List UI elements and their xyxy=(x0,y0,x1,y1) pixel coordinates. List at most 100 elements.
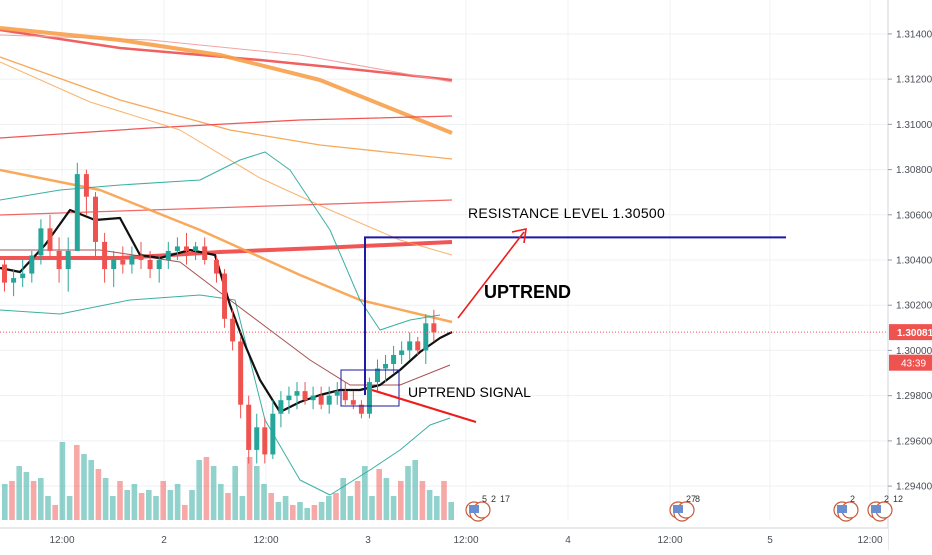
candle-body xyxy=(29,255,35,274)
price-tick-label: 1.30600 xyxy=(896,210,932,221)
candle xyxy=(93,192,98,260)
event-badge: 5 2 17 xyxy=(465,494,510,522)
countdown-badge xyxy=(889,354,932,371)
candle xyxy=(29,250,35,283)
volume-bar xyxy=(282,496,289,520)
volume-bar xyxy=(174,484,181,520)
candle xyxy=(270,400,276,459)
price-axis[interactable]: 1.31400 1.31200 1.31000 1.30800 1.30600 1.304… xyxy=(887,0,932,550)
volume-bar xyxy=(160,481,166,520)
ma-orange-thin xyxy=(0,56,453,160)
volume-bar xyxy=(225,493,231,520)
candle-body xyxy=(74,174,80,251)
volume-bar xyxy=(95,469,102,520)
volume-bar xyxy=(254,466,260,520)
candle xyxy=(375,359,380,392)
flag-icon-field xyxy=(871,505,881,513)
candle-body xyxy=(193,246,199,251)
volume-bar xyxy=(74,445,80,520)
volume-bar xyxy=(196,460,202,520)
volume-bar xyxy=(318,502,325,520)
ma-orange-fade xyxy=(0,61,453,256)
event-badges[interactable]: 5 2 17 278 2 2 12 xyxy=(465,494,903,522)
candle-body xyxy=(246,404,252,450)
candle-body xyxy=(38,228,44,256)
candle-body xyxy=(286,395,292,401)
candle xyxy=(102,232,108,283)
volume-bar xyxy=(426,490,433,520)
volume-bar xyxy=(239,496,246,520)
volume-bar xyxy=(2,484,8,520)
volume-bar xyxy=(218,484,224,520)
time-tick-label: 12:00 xyxy=(657,535,682,546)
candle xyxy=(431,309,437,342)
volume-bar xyxy=(311,505,318,520)
candle-body xyxy=(11,278,17,283)
event-badge: 2 12 xyxy=(867,494,903,522)
candle xyxy=(262,418,268,464)
volume-bar xyxy=(182,505,188,520)
candle-body xyxy=(138,255,144,260)
event-badge-count: 12 xyxy=(893,494,903,504)
price-tick-label: 1.29600 xyxy=(896,436,932,447)
volume-bar xyxy=(38,478,44,520)
volume-bar xyxy=(275,502,282,520)
candle xyxy=(254,413,260,464)
signal-arrow-line xyxy=(371,388,477,424)
candle xyxy=(156,255,162,283)
time-tick-label: 2 xyxy=(161,535,167,546)
volume-bar xyxy=(362,466,368,520)
candle xyxy=(310,386,316,410)
time-tick-label: 12:00 xyxy=(253,535,278,546)
candle-body xyxy=(230,318,236,342)
candle xyxy=(184,232,189,265)
ma-fast xyxy=(0,208,453,414)
volume-bar xyxy=(297,502,303,520)
bollinger-lower xyxy=(0,294,451,496)
volume-bar xyxy=(124,490,130,520)
volume-bar xyxy=(398,481,404,520)
candle-body xyxy=(83,174,89,197)
bollinger-upper xyxy=(0,151,441,331)
volume-bar xyxy=(448,502,454,520)
candle-body xyxy=(431,323,437,333)
candle xyxy=(278,391,284,428)
candle-body xyxy=(270,413,276,455)
volume-bar xyxy=(146,490,152,520)
volume-bar xyxy=(434,496,440,520)
candle-body xyxy=(147,260,153,270)
time-tick-label: 12:00 xyxy=(857,535,882,546)
volume-bar xyxy=(268,493,274,520)
volume-bar xyxy=(369,496,375,520)
candle xyxy=(391,345,397,374)
candle xyxy=(120,246,126,274)
volume-bar xyxy=(376,469,382,520)
candle-body xyxy=(350,400,356,405)
event-badge-count: 2 xyxy=(850,494,855,504)
candle xyxy=(2,260,7,292)
uptrend-signal-label: UPTREND SIGNAL xyxy=(408,384,531,400)
candle-body xyxy=(294,391,300,396)
candle xyxy=(65,237,71,292)
volume-bar xyxy=(340,478,346,520)
candle-body xyxy=(238,341,244,405)
volume-bar xyxy=(347,496,354,520)
resistance-label: RESISTANCE LEVEL 1.30500 xyxy=(468,205,665,221)
candle-body xyxy=(262,427,268,455)
candle xyxy=(230,309,236,351)
volume-bar xyxy=(405,466,411,520)
candle-body xyxy=(302,391,308,401)
volume-bar xyxy=(102,478,109,520)
time-axis[interactable]: 12:00 2 12:00 3 12:00 4 12:00 5 12:00 xyxy=(0,527,888,550)
candle xyxy=(318,386,324,410)
volume-bar xyxy=(232,466,238,520)
candle-body xyxy=(20,273,26,279)
flag-icon-field xyxy=(469,505,479,513)
candle-body xyxy=(318,395,324,405)
price-tick-label: 1.30000 xyxy=(896,346,932,357)
candle-body xyxy=(342,391,348,401)
price-tick-label: 1.31200 xyxy=(896,75,932,86)
candle xyxy=(214,255,219,283)
